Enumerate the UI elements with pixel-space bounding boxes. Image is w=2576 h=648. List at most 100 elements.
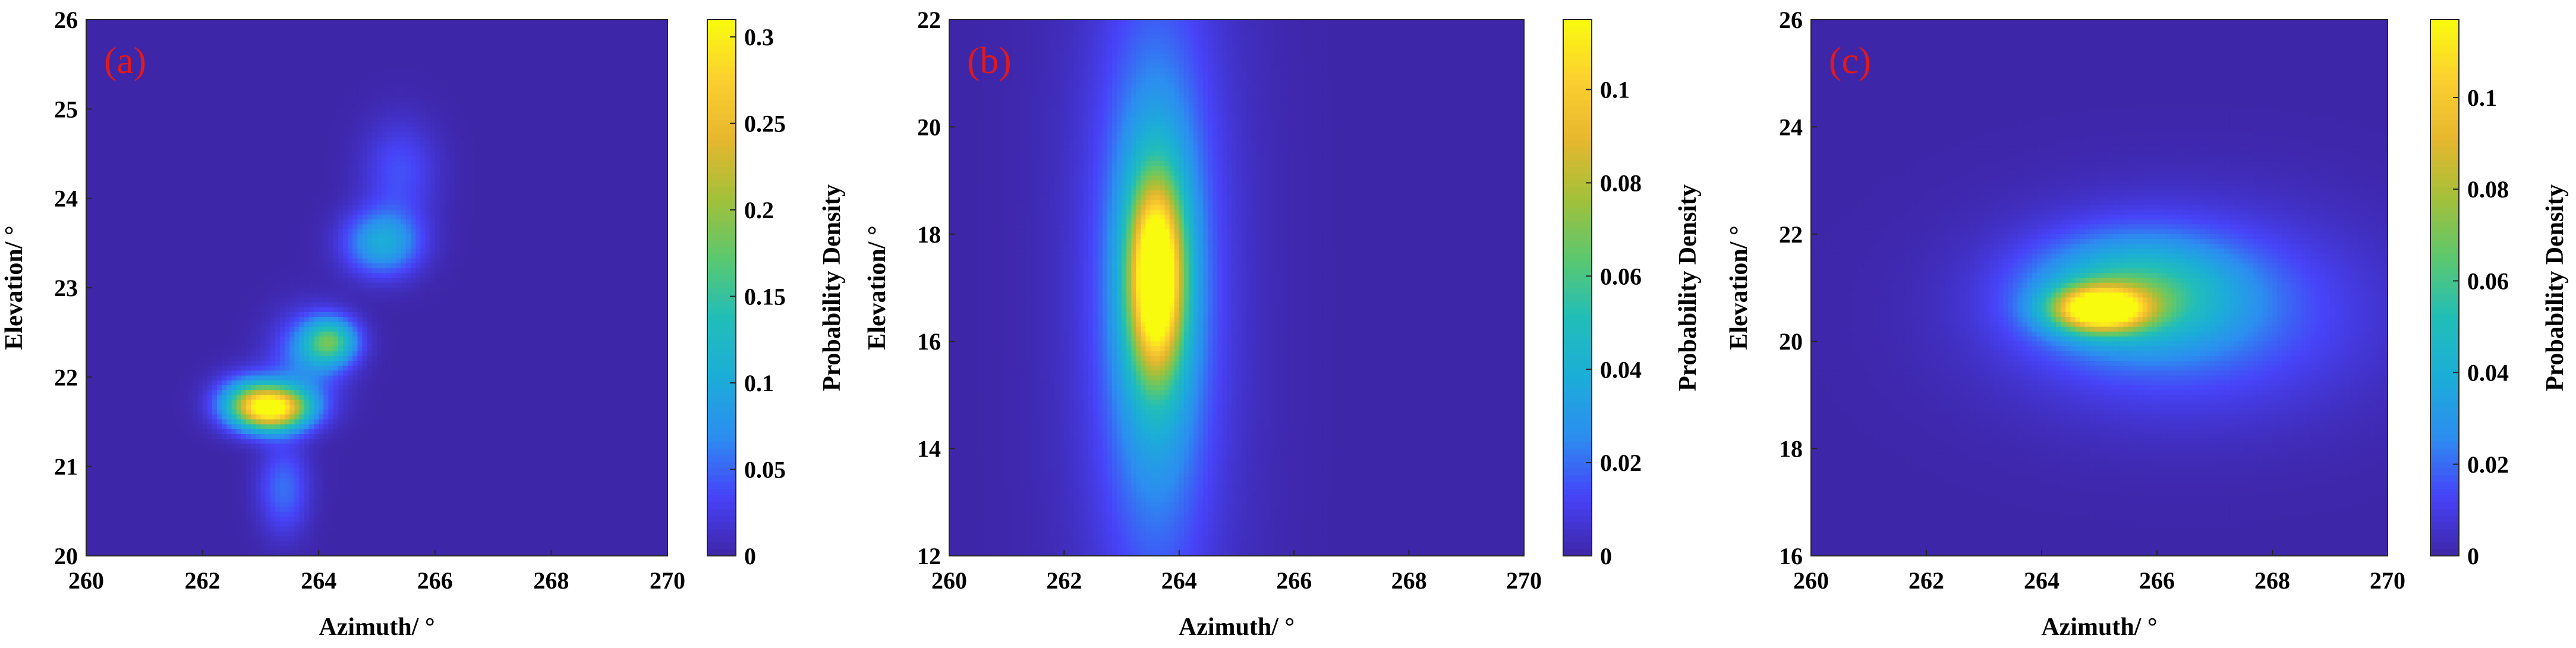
heatmap-cell [348,44,353,49]
heatmap-cell [580,54,585,59]
heatmap-cell [420,44,426,49]
heatmap-cell [188,29,193,34]
heatmap-cell [207,24,213,30]
heatmap-cell [237,59,242,64]
heatmap-cell [522,39,528,45]
heatmap-cell [144,29,150,34]
heatmap-cell [401,39,407,45]
heatmap-cell [174,29,179,34]
heatmap-cell [634,59,639,64]
heatmap-cell [149,64,155,69]
heatmap-cell [149,59,155,64]
heatmap-cell [154,39,159,45]
heatmap-cell [319,54,324,59]
heatmap-cell [294,59,300,64]
heatmap-cell [275,44,281,49]
heatmap-cell [600,59,605,64]
heatmap-cell [174,34,179,40]
heatmap-cell [459,44,465,49]
heatmap-cell [329,24,334,30]
heatmap-cell [454,24,459,30]
heatmap-cell [580,20,585,25]
heatmap-cell [508,34,513,40]
heatmap-cell [401,34,407,40]
heatmap-cell [517,24,522,30]
heatmap-cell [483,54,489,59]
heatmap-cell [163,59,169,64]
heatmap-cell [348,24,353,30]
heatmap-cell [319,39,324,45]
heatmap-cell [426,29,431,34]
heatmap-cell [314,34,319,40]
heatmap-cell [377,24,382,30]
heatmap-cell [285,44,290,49]
heatmap-cell [372,49,377,54]
heatmap-cell [91,20,96,25]
heatmap-cell [246,24,251,30]
heatmap-cell [537,29,542,34]
heatmap-cell [440,24,445,30]
heatmap-cell [140,20,145,25]
heatmap-cell [197,34,203,40]
heatmap-cell [541,54,547,59]
heatmap-cell [237,34,242,40]
heatmap-cell [498,49,503,54]
heatmap-cell [527,54,533,59]
heatmap-cell [648,29,653,34]
heatmap-cell [169,24,174,30]
heatmap-cell [289,54,295,59]
heatmap-cell [464,54,470,59]
heatmap-cell [372,44,377,49]
heatmap-cell [604,59,610,64]
heatmap-cell [449,39,455,45]
heatmap-cell [86,20,92,25]
heatmap-cell [483,44,489,49]
heatmap-cell [217,24,222,30]
heatmap-cell [541,49,547,54]
heatmap-cell [445,24,450,30]
heatmap-cell [532,34,537,40]
heatmap-cell [575,34,581,40]
heatmap-cell [459,29,465,34]
heatmap-cell [512,44,518,49]
heatmap-cell [546,44,552,49]
heatmap-cell [609,29,615,34]
heatmap-cell [604,39,610,45]
heatmap-cell [304,44,310,49]
heatmap-cell [566,59,571,64]
heatmap-cell [575,44,581,49]
heatmap-cell [566,29,571,34]
heatmap-cell [217,20,222,25]
heatmap-cell [203,54,208,59]
heatmap-cell [377,20,382,25]
heatmap-cell [197,44,203,49]
heatmap-cell [571,24,576,30]
heatmap-cell [207,20,213,25]
heatmap-cell [595,54,600,59]
heatmap-cell [464,39,470,45]
heatmap-cell [406,54,411,59]
heatmap-cell [226,39,232,45]
heatmap-cell [357,20,363,25]
heatmap-cell [619,29,625,34]
heatmap-cell [658,24,663,30]
heatmap-cell [285,39,290,45]
heatmap-cell [251,24,256,30]
heatmap-cell [367,49,373,54]
heatmap-cell [653,59,659,64]
heatmap-cell [314,24,319,30]
heatmap-cell [595,24,600,30]
heatmap-cell [372,20,377,25]
heatmap-cell [203,34,208,40]
heatmap-cell [478,49,484,54]
heatmap-cell [440,59,445,64]
heatmap-cell [357,44,363,49]
heatmap-cell [464,29,470,34]
heatmap-cell [260,29,266,34]
heatmap-cell [163,20,169,25]
heatmap-cell [406,39,411,45]
heatmap-cell [386,39,392,45]
heatmap-cell [435,34,440,40]
heatmap-cell [348,54,353,59]
heatmap-cell [280,44,285,49]
